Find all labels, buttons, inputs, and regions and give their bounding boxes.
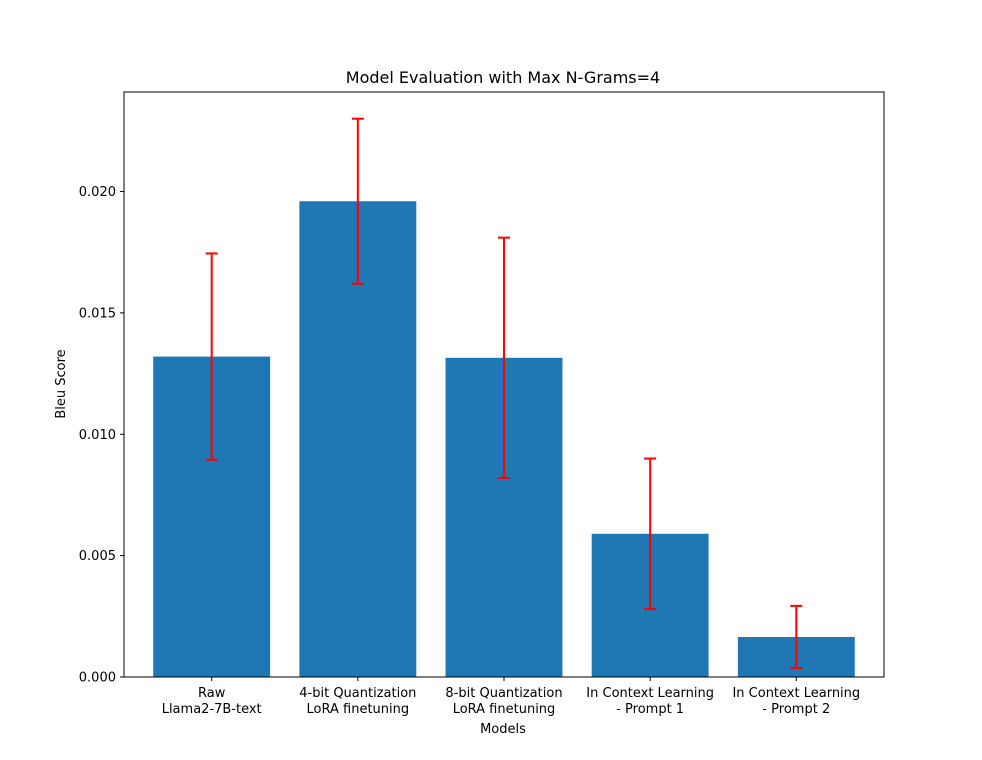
x-tick-label: In Context Learning - Prompt 2 <box>732 686 860 717</box>
x-tick-label: 8-bit Quantization LoRA finetuning <box>445 686 562 717</box>
x-tick-label: Raw Llama2-7B-text <box>162 686 262 717</box>
x-axis-title: Models <box>480 722 526 737</box>
y-tick-label: 0.015 <box>79 306 116 321</box>
x-tick-label: 4-bit Quantization LoRA finetuning <box>299 686 416 717</box>
x-axis: Raw Llama2-7B-text 4-bit Quantization LoRA … <box>162 677 860 717</box>
y-axis-title: Bleu Score <box>54 349 69 418</box>
x-tick-label: In Context Learning - Prompt 1 <box>586 686 714 717</box>
y-tick-label: 0.000 <box>79 671 116 686</box>
y-tick-label: 0.010 <box>79 428 116 443</box>
chart-title: Model Evaluation with Max N-Grams=4 <box>346 68 660 87</box>
y-tick-label: 0.020 <box>79 185 116 200</box>
y-tick-label: 0.005 <box>79 549 116 564</box>
y-axis: 0.000 0.005 0.010 0.015 0.020 <box>79 185 124 686</box>
error-bars-layer <box>205 117 803 670</box>
